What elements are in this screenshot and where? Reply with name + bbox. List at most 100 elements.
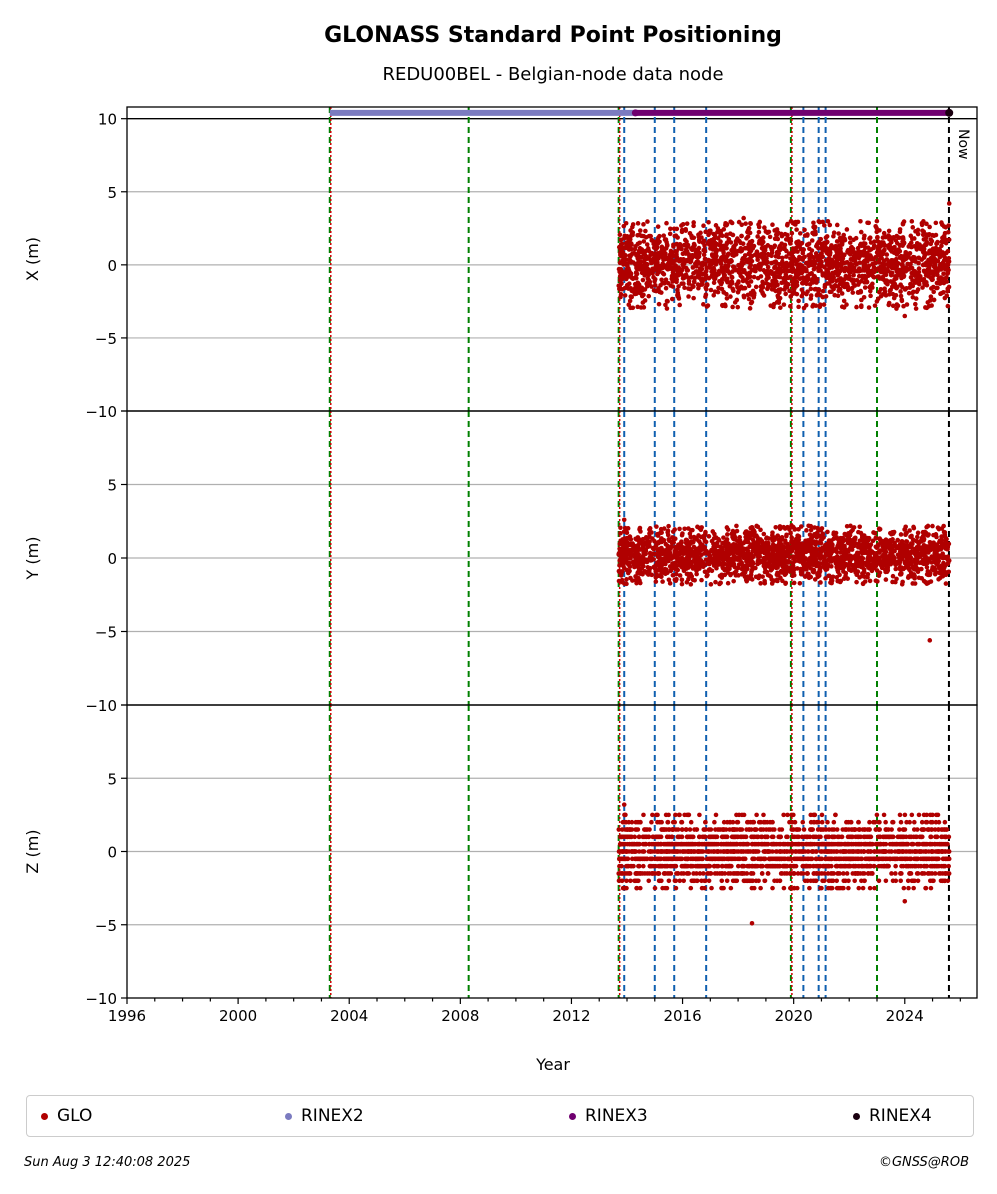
glo-point — [895, 544, 900, 549]
glo-point — [691, 295, 696, 301]
glo-point — [789, 545, 795, 550]
glo-point — [633, 244, 638, 249]
glo-point — [670, 279, 675, 284]
glo-point — [823, 235, 829, 240]
glo-point — [620, 562, 626, 568]
glo-point — [652, 282, 658, 288]
glo-point — [738, 240, 743, 246]
glo-point — [758, 288, 764, 293]
y-tick-label: 5 — [107, 770, 117, 788]
glo-point — [810, 553, 815, 558]
glo-point — [830, 245, 836, 251]
y-tick-label: 5 — [107, 184, 117, 202]
glo-point — [779, 233, 785, 239]
glo-point — [769, 581, 775, 586]
glo-point — [898, 532, 904, 537]
glo-point — [915, 530, 921, 536]
glo-point — [831, 233, 836, 239]
glo-point — [836, 288, 841, 294]
glo-point — [937, 539, 942, 545]
glo-point — [801, 562, 806, 568]
glo-point — [841, 252, 847, 257]
glo-point — [618, 292, 624, 297]
glo-point — [756, 224, 762, 230]
glo-point — [666, 523, 671, 529]
glo-point — [881, 230, 887, 236]
glo-point — [930, 232, 935, 238]
glo-point — [825, 219, 831, 224]
glo-point — [834, 278, 839, 284]
glo-point — [841, 576, 847, 581]
glo-point — [721, 552, 727, 558]
glo-point — [945, 271, 950, 276]
glo-point — [757, 560, 762, 565]
glo-point — [776, 572, 781, 578]
glo-point — [745, 539, 751, 545]
glo-point — [911, 525, 917, 531]
glo-point — [728, 279, 734, 285]
glo-point — [668, 226, 673, 232]
glo-point — [673, 885, 679, 891]
glo-point — [770, 537, 776, 542]
glo-point — [788, 567, 794, 572]
glo-point — [688, 534, 694, 540]
glo-point — [647, 543, 652, 549]
glo-point — [736, 540, 742, 545]
glo-point — [908, 233, 914, 239]
glo-point — [647, 539, 652, 544]
glo-point — [801, 247, 807, 252]
glo-point — [937, 575, 943, 581]
glo-point — [806, 575, 812, 581]
glo-point — [685, 268, 691, 273]
glo-point — [772, 228, 777, 233]
glo-point — [939, 567, 945, 573]
y-tick-label: 0 — [107, 550, 117, 568]
glo-point — [770, 280, 775, 285]
glo-point — [903, 268, 909, 274]
glo-point — [655, 224, 661, 229]
glo-point — [813, 559, 819, 564]
glo-point — [692, 279, 697, 284]
glo-point — [725, 565, 730, 571]
glo-point — [743, 529, 749, 534]
glo-point — [906, 885, 911, 891]
glo-point — [837, 572, 842, 578]
glo-point — [626, 286, 631, 291]
glo-point — [904, 302, 910, 307]
glo-point — [671, 554, 676, 560]
glo-point — [702, 247, 707, 252]
glo-point — [934, 268, 940, 274]
glo-point — [686, 281, 692, 286]
glo-point — [795, 533, 800, 539]
glo-point — [923, 532, 928, 537]
glo-point — [871, 264, 877, 270]
glo-point — [913, 259, 918, 264]
glo-point — [709, 547, 714, 553]
glo-point — [809, 278, 815, 283]
glo-point — [826, 262, 832, 268]
glo-point — [820, 245, 826, 250]
glo-point — [711, 280, 717, 286]
glo-point — [879, 565, 885, 571]
glo-point — [627, 541, 633, 547]
glo-point — [656, 547, 662, 553]
glo-point — [676, 257, 681, 263]
glo-point — [696, 259, 701, 265]
glo-point — [622, 293, 628, 298]
glo-point — [827, 222, 833, 228]
glo-point — [934, 534, 939, 540]
glo-point — [664, 239, 669, 245]
glo-point — [624, 262, 630, 268]
glo-point — [685, 556, 690, 562]
glo-point — [912, 581, 918, 586]
glo-point — [757, 554, 763, 559]
glo-point — [831, 286, 836, 292]
glo-point — [693, 546, 699, 552]
glo-point — [648, 558, 654, 563]
glo-point — [804, 242, 810, 248]
glo-point — [792, 291, 798, 296]
glo-point — [780, 255, 785, 261]
glo-point — [842, 237, 848, 243]
glo-point — [630, 224, 635, 230]
